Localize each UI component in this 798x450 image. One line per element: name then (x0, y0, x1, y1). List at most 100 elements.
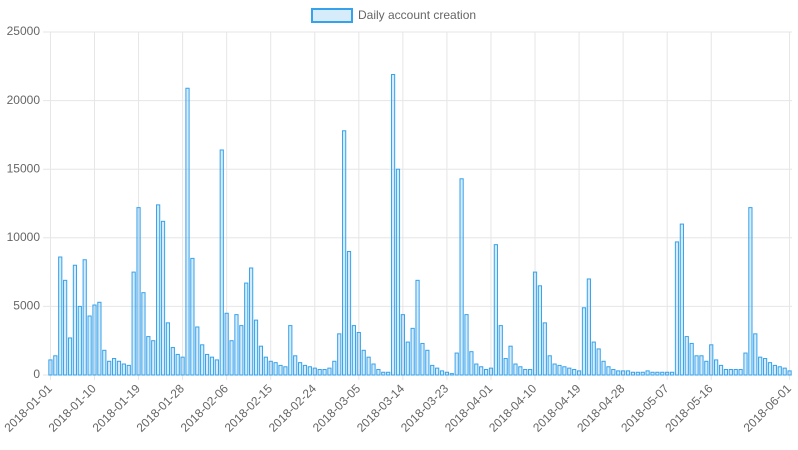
bar (635, 371, 640, 376)
bar (278, 364, 283, 376)
bar (674, 241, 680, 376)
bar (552, 363, 557, 376)
bar (302, 364, 308, 376)
y-tick-label: 15000 (7, 161, 41, 175)
bar (390, 74, 396, 376)
bar (479, 366, 484, 376)
bar (630, 371, 636, 376)
bar (684, 336, 689, 376)
bar (337, 333, 342, 376)
bar (669, 371, 675, 376)
bar (58, 256, 63, 376)
bar (312, 367, 317, 376)
bar (435, 367, 440, 376)
bar (772, 364, 777, 376)
bar (444, 371, 450, 376)
bar (405, 341, 410, 376)
bar (209, 356, 215, 376)
bar (748, 207, 753, 376)
bar (263, 356, 268, 376)
bar (131, 271, 136, 376)
y-tick-label: 10000 (7, 230, 41, 244)
bar (87, 315, 92, 376)
bar (606, 366, 611, 376)
bar (67, 337, 73, 376)
bar (503, 358, 508, 376)
bar (351, 325, 357, 376)
bar (665, 371, 670, 376)
bar (111, 358, 117, 376)
bar (253, 319, 259, 376)
x-tick-label: 2018-05-16 (662, 381, 716, 435)
bar (107, 360, 112, 376)
bar (567, 367, 572, 376)
bar (449, 373, 454, 376)
bar (655, 371, 660, 376)
bar (371, 363, 376, 376)
bar (165, 322, 171, 376)
bar (204, 353, 210, 376)
bar (767, 362, 773, 376)
bar (116, 360, 122, 376)
bar (63, 279, 68, 376)
bar (126, 364, 131, 376)
bar (307, 366, 312, 376)
bar (493, 244, 498, 376)
bar (410, 327, 415, 376)
bar (327, 367, 332, 376)
bar (660, 371, 665, 376)
bar (425, 349, 430, 376)
bar (709, 344, 714, 376)
bar (160, 220, 166, 376)
bar (439, 370, 445, 376)
bar (616, 370, 621, 376)
bar (650, 371, 655, 376)
bar (268, 360, 273, 376)
x-tick-label: 2018-06-01 (741, 381, 795, 435)
bar (557, 364, 562, 376)
bar (581, 307, 587, 376)
bar (483, 369, 489, 376)
bar (488, 367, 494, 376)
bar (297, 362, 303, 376)
bar (640, 371, 645, 376)
bar (97, 301, 102, 376)
bar (72, 264, 78, 376)
bar (586, 278, 591, 376)
bar (758, 356, 763, 376)
bar (381, 371, 386, 376)
bar (102, 349, 107, 376)
bar (400, 314, 405, 376)
bar (474, 363, 479, 376)
bar (293, 355, 298, 376)
bar (777, 366, 782, 376)
bar (689, 342, 694, 376)
bar (508, 345, 513, 376)
bar (528, 369, 533, 376)
bar (200, 344, 205, 376)
bar (787, 370, 792, 376)
bar (694, 355, 699, 376)
bar (537, 285, 543, 376)
bar (714, 359, 719, 376)
bar (601, 360, 606, 376)
bar (547, 355, 552, 376)
bar (229, 340, 234, 376)
bar (92, 304, 97, 376)
bar (645, 370, 650, 376)
bar (611, 369, 616, 376)
bar (190, 257, 195, 376)
bar (151, 340, 156, 376)
bar (170, 347, 175, 376)
bar (743, 352, 748, 376)
bar (82, 259, 87, 376)
bar (420, 342, 425, 376)
bar (386, 371, 391, 376)
bar (782, 367, 787, 376)
bar (596, 348, 601, 376)
bar (249, 267, 254, 376)
bar (77, 305, 82, 376)
bar (699, 355, 704, 376)
bar (156, 204, 161, 376)
